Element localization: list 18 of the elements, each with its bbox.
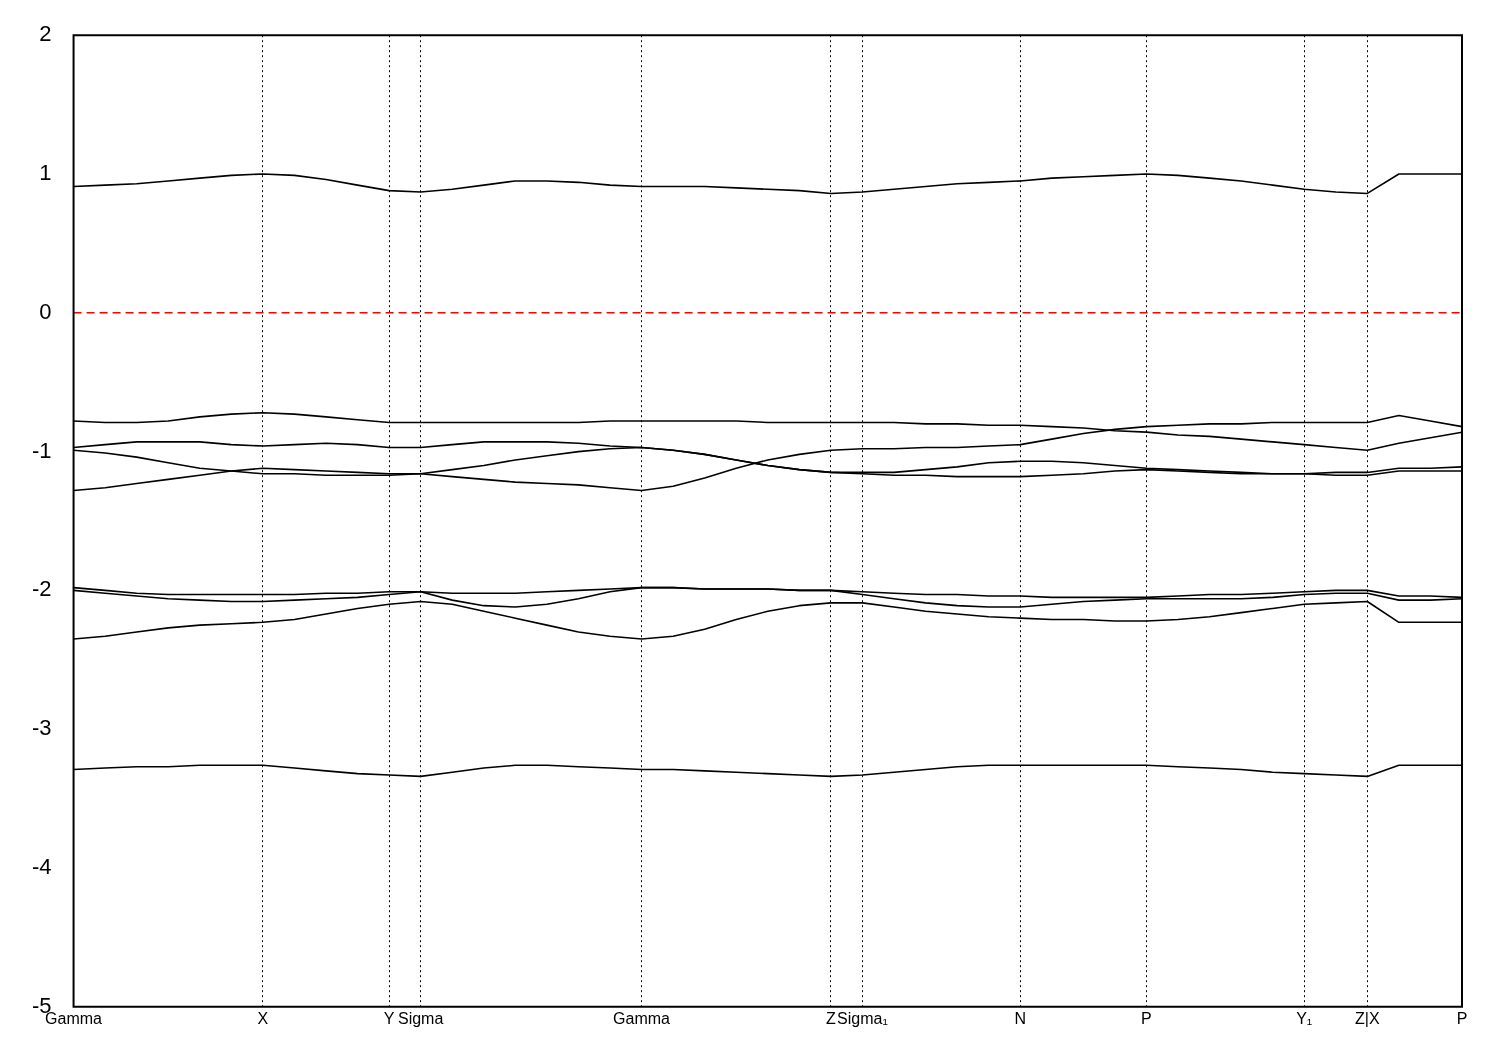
x-tick-label: P (1456, 1009, 1468, 1027)
x-tick-label: P (1141, 1009, 1152, 1027)
x-tick-label: Sigma (397, 1009, 444, 1027)
x-tick-label: Z (826, 1009, 836, 1027)
y-tick-label: -2 (32, 576, 52, 602)
x-tick-label: Z|X (1355, 1009, 1380, 1027)
x-tick-label: N (1014, 1009, 1027, 1027)
x-tick-label: Y₁ (1296, 1009, 1313, 1027)
y-tick-label: 1 (39, 160, 52, 186)
y-tick-label: -1 (32, 437, 52, 463)
x-tick-label: X (257, 1009, 269, 1027)
x-tick-label: Gamma (613, 1009, 671, 1027)
y-tick-label: 2 (39, 21, 52, 47)
y-tick-label: -4 (32, 854, 52, 880)
y-tick-label: 0 (39, 298, 52, 324)
x-tick-label: Y (383, 1009, 395, 1027)
x-tick-label: Sigma₁ (837, 1009, 888, 1027)
y-tick-label: -3 (32, 715, 52, 741)
